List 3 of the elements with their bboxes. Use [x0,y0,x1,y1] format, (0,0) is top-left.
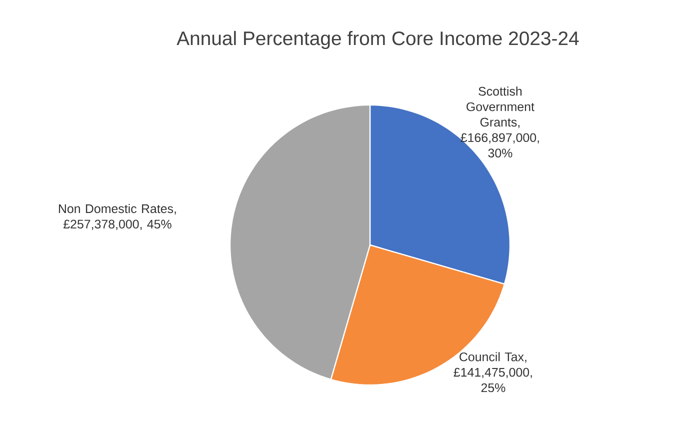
chart-title: Annual Percentage from Core Income 2023-24 [176,30,579,50]
slice-label: Council Tax [460,352,524,362]
slice-label: Non Domestic Rates [58,204,174,214]
